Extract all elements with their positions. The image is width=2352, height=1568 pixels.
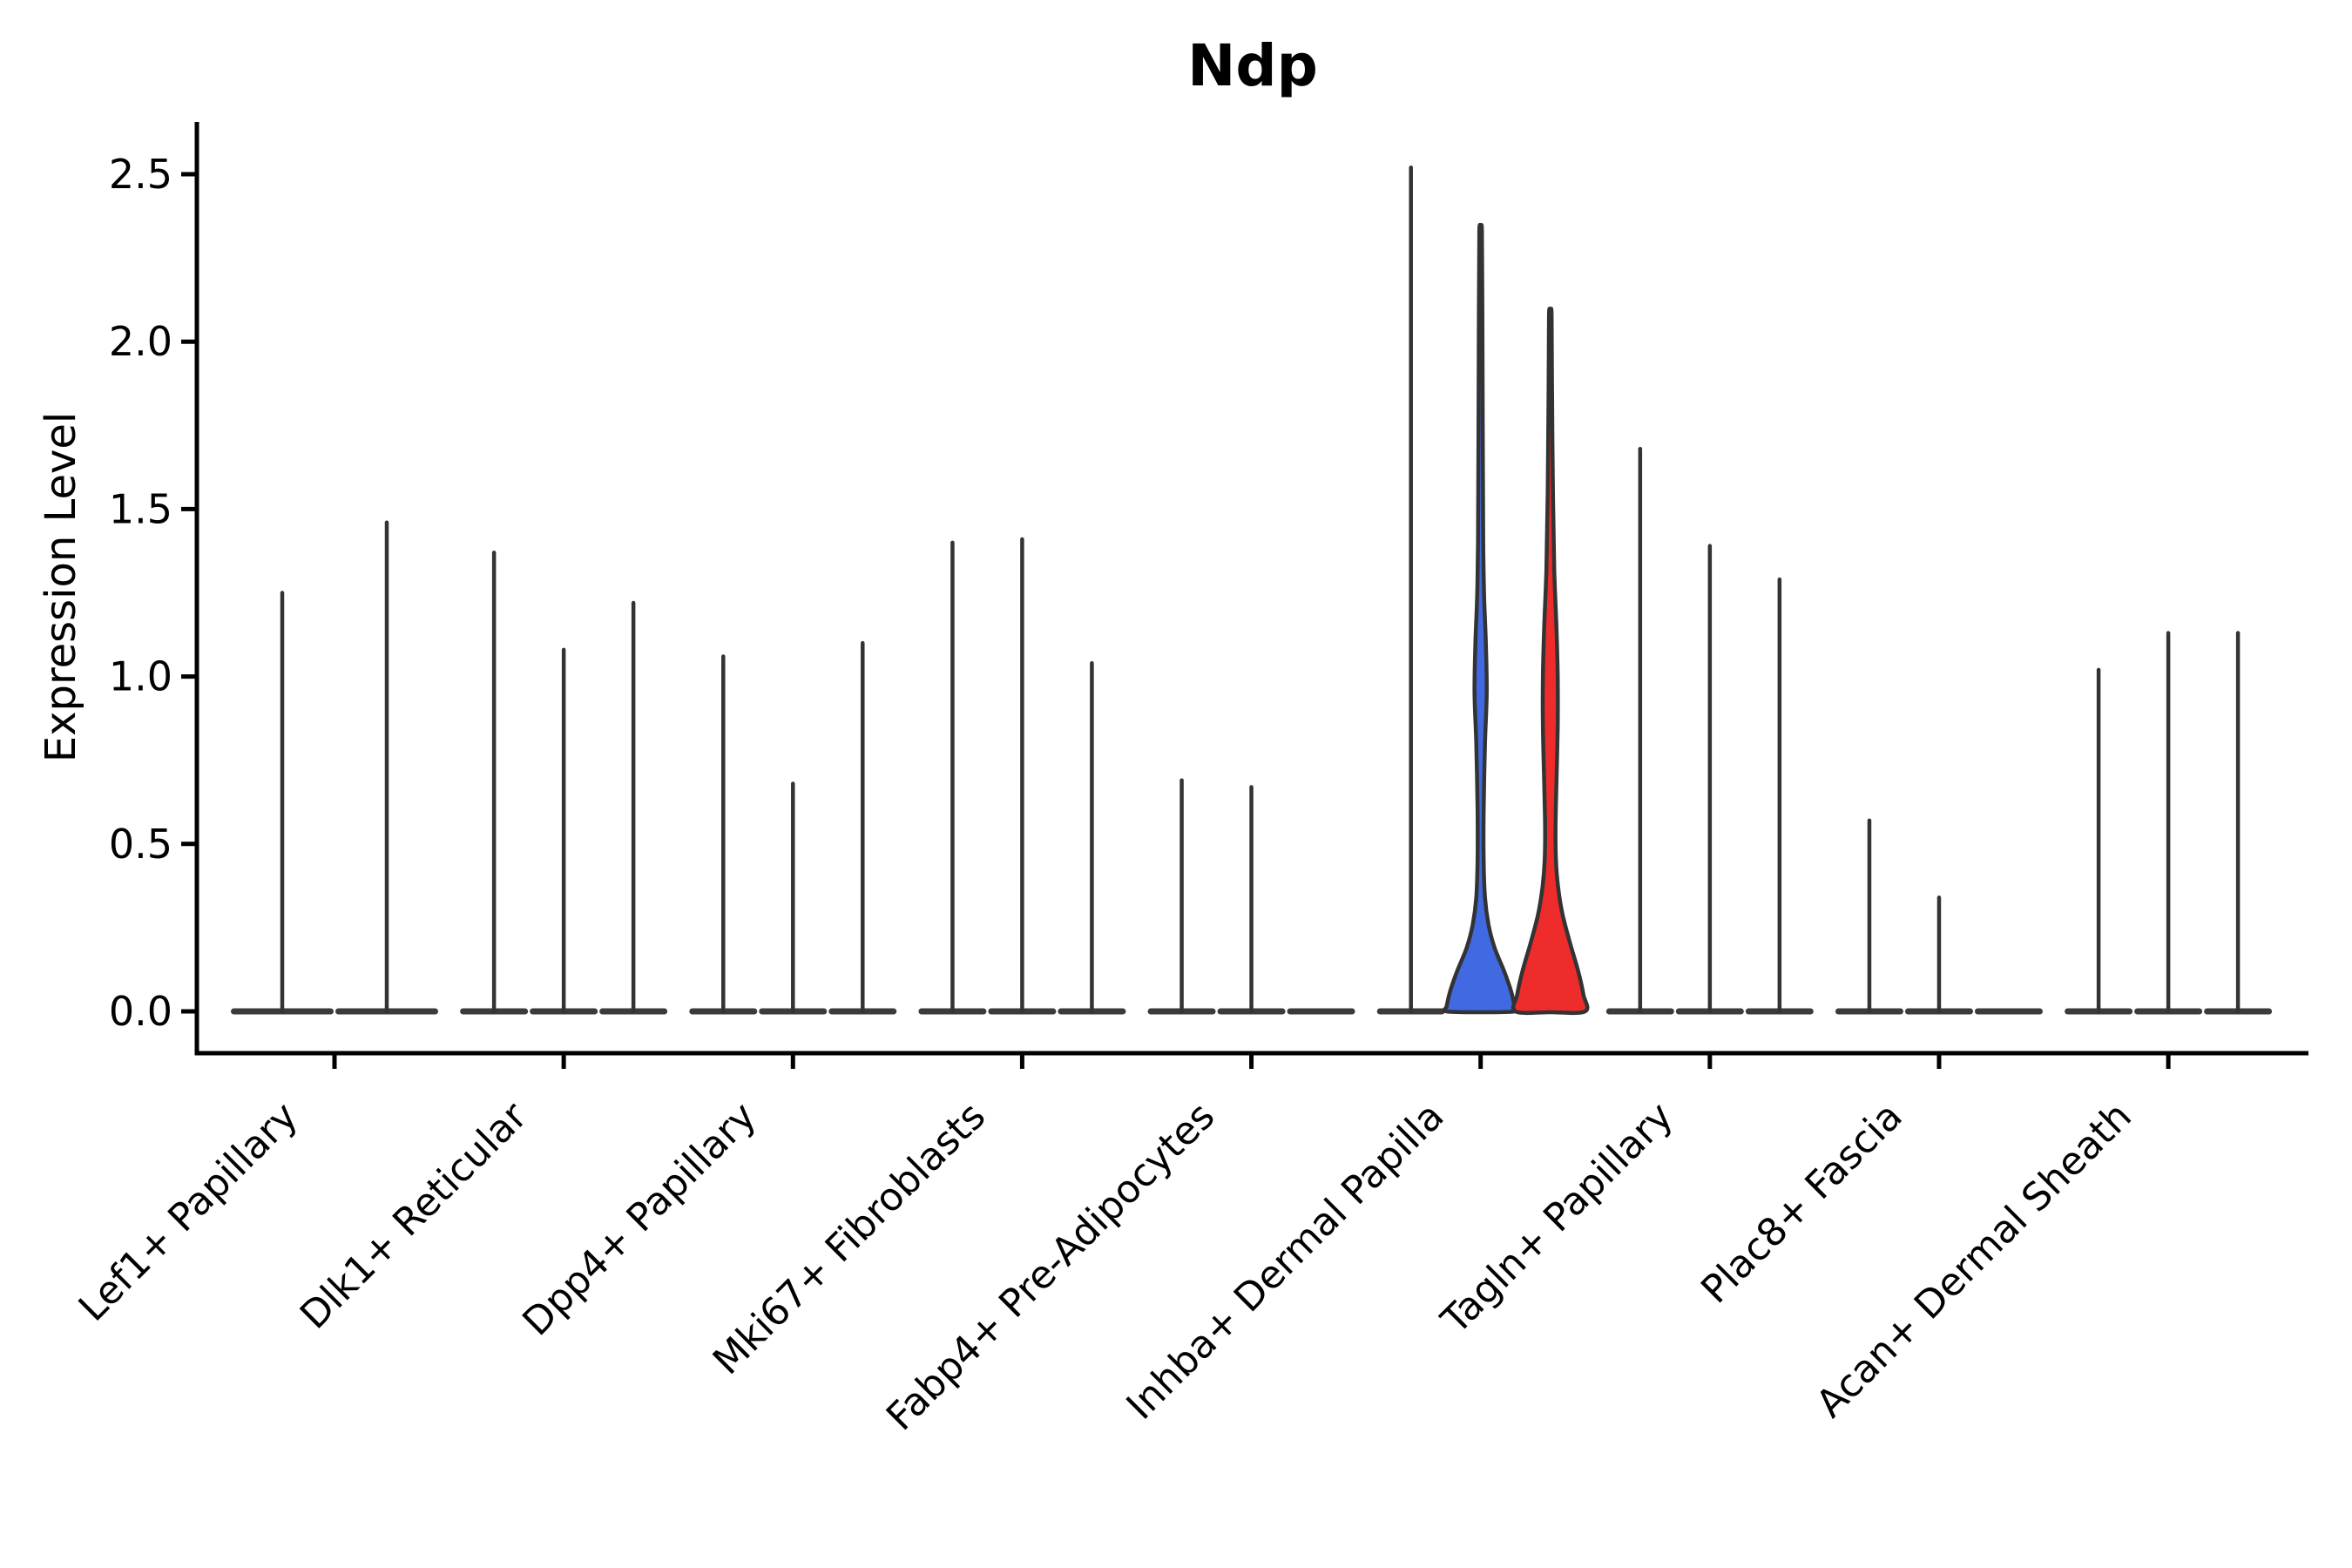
violin-baseline	[1974, 1008, 2043, 1015]
violin-baseline	[1287, 1008, 1355, 1015]
y-tick-label: 1.5	[109, 485, 172, 532]
x-tick-label: Lef1+ Papillary	[71, 1094, 307, 1330]
x-tick-label: Plac8+ Fascia	[1693, 1094, 1911, 1313]
y-tick-label: 1.0	[109, 653, 172, 700]
y-tick-label: 0.5	[109, 821, 172, 868]
y-tick-label: 0.0	[109, 988, 172, 1035]
x-tick-label: Tagln+ Papillary	[1432, 1094, 1681, 1343]
violin-filled	[1442, 222, 1520, 1015]
x-tick-label: Dpp4+ Papillary	[514, 1094, 765, 1345]
y-tick-label: 2.0	[109, 318, 172, 365]
axis-spines	[194, 122, 2308, 1056]
y-tick-label: 2.5	[109, 151, 172, 198]
x-tick-label: Dlk1+ Reticular	[292, 1093, 537, 1338]
chart-title: Ndp	[1187, 32, 1318, 99]
violin-filled	[1511, 307, 1590, 1016]
y-axis-label: Expression Level	[37, 412, 85, 763]
